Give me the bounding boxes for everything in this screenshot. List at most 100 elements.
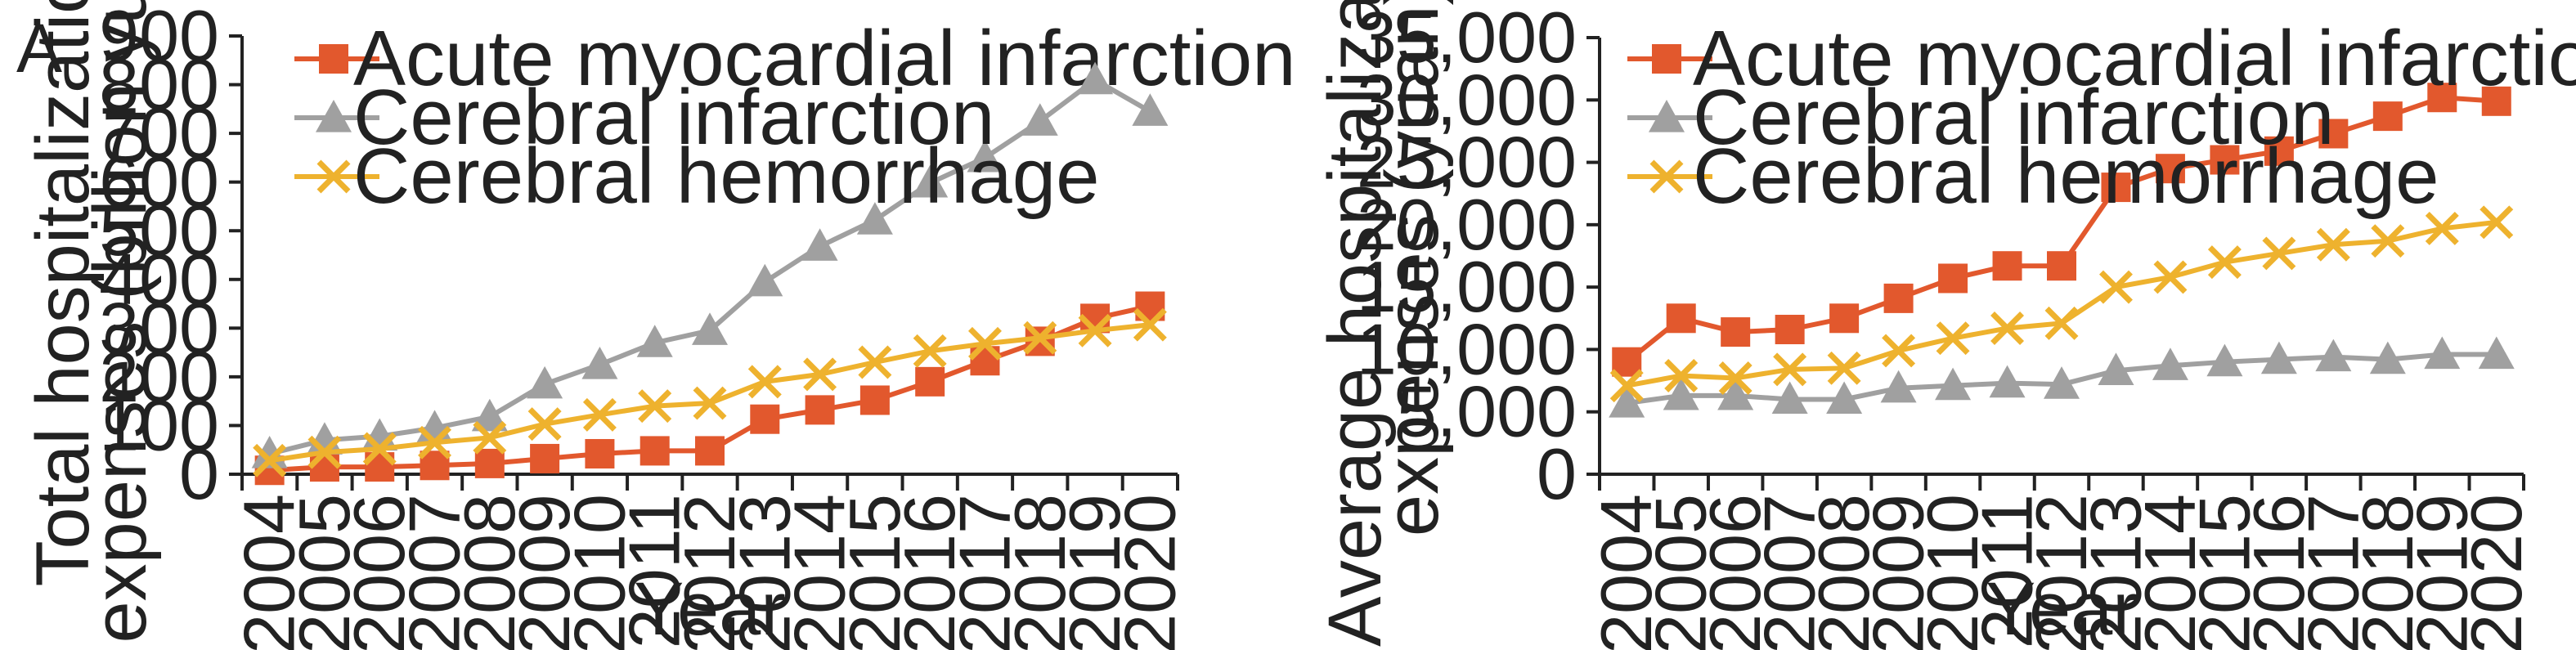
- panel-a-point-cerebral-hemorrhage-stroke-2: [638, 389, 672, 424]
- panel-b-point-acute-myocardial-infarction: [2372, 101, 2403, 132]
- panel-b-point-acute-myocardial-infarction: [2318, 119, 2349, 149]
- panel-a-legend-marker-cerebral-hemorrhage-stroke-2: [316, 159, 351, 194]
- panel-b-point-acute-myocardial-infarction: [1938, 263, 1968, 294]
- panel-b-point-cerebral-hemorrhage-stroke-2: [1664, 358, 1699, 392]
- panel-b-x-tick-label: 2008: [1803, 494, 1884, 650]
- panel-a-point-cerebral-hemorrhage: [473, 420, 507, 455]
- panel-a-legend-label-cerebral-infarction: Cerebral infarction: [353, 74, 994, 161]
- panel-a-point-acute-myocardial-infarction: [474, 448, 505, 478]
- panel-a-point-cerebral-hemorrhage: [362, 432, 397, 466]
- panel-b-point-acute-myocardial-infarction: [2047, 251, 2076, 281]
- panel-a-point-cerebral-infarction: [967, 139, 1003, 173]
- panel-b-point-acute-myocardial-infarction: [1883, 283, 1914, 313]
- panel-b-point-acute-myocardial-infarction: [1829, 303, 1860, 334]
- panel-a-point-cerebral-hemorrhage-stroke-2: [362, 432, 397, 466]
- panel-a-legend-label-acute-myocardial-infarction: Acute myocardial infarction: [353, 15, 1296, 102]
- panel-b-point-cerebral-hemorrhage-stroke-2: [1936, 321, 1970, 356]
- panel-a-x-tick-label: 2018: [999, 494, 1080, 650]
- panel-b-point-cerebral-hemorrhage: [2207, 245, 2242, 280]
- panel-b-x-axis-title: Year: [1986, 567, 2138, 650]
- panel-a-point-cerebral-hemorrhage-stroke-2: [473, 420, 507, 455]
- panel-b-point-cerebral-infarction: [1663, 377, 1699, 410]
- panel-a-point-acute-myocardial-infarction: [695, 436, 725, 466]
- panel-b-point-cerebral-hemorrhage-stroke-2: [2425, 211, 2459, 245]
- panel-b-point-cerebral-infarction: [2206, 343, 2243, 377]
- panel-b-point-cerebral-hemorrhage-stroke-2: [2262, 236, 2296, 271]
- panel-a-point-acute-myocardial-infarction: [309, 452, 339, 482]
- panel-a-x-tick-label: 2013: [724, 494, 805, 650]
- panel-a-y-axis-title-line: expenses (billion yuan): [79, 0, 162, 643]
- panel-b-point-acute-myocardial-infarction: [2101, 173, 2131, 203]
- panel-b-x-tick-label: 2010: [1912, 494, 1993, 650]
- panel-a-letter: A: [16, 10, 62, 87]
- panel-b-point-cerebral-hemorrhage-stroke-2: [1882, 334, 1916, 368]
- panel-b-point-cerebral-hemorrhage-stroke-2: [2098, 270, 2133, 304]
- panel-b-point-cerebral-infarction: [2098, 352, 2134, 385]
- panel-a-point-acute-myocardial-infarction: [859, 385, 890, 415]
- panel-b-point-cerebral-hemorrhage: [2425, 211, 2459, 245]
- panel-b-y-tick-label: 25,000: [1357, 122, 1577, 203]
- panel-a-point-acute-myocardial-infarction: [915, 366, 945, 397]
- panel-b-point-cerebral-hemorrhage: [2098, 270, 2133, 304]
- panel-b-y-axis-title-line: expenses (yuan): [1371, 0, 1454, 536]
- panel-b-y-tick-label: 10,000: [1357, 308, 1577, 389]
- panel-b-point-cerebral-infarction: [2315, 338, 2352, 372]
- panel-a-point-cerebral-hemorrhage-stroke-2: [858, 345, 892, 379]
- panel-b-point-acute-myocardial-infarction: [2481, 86, 2511, 116]
- panel-a-point-cerebral-hemorrhage-stroke-2: [418, 425, 452, 459]
- panel-a-point-cerebral-infarction: [1077, 61, 1114, 95]
- panel-a-point-acute-myocardial-infarction: [750, 404, 780, 434]
- panel-b-point-cerebral-hemorrhage: [1882, 334, 1916, 368]
- panel-b-x-tick-label: 2009: [1858, 494, 1939, 650]
- panel-a-legend-marker-cerebral-hemorrhage: [316, 159, 351, 194]
- panel-b-point-cerebral-hemorrhage-stroke-2: [1990, 312, 2025, 345]
- panel-b-legend-marker-cerebral-hemorrhage: [1649, 159, 1684, 194]
- panel-b-x-tick-label: 2016: [2238, 494, 2319, 650]
- panel-b-y-tick-label: 30,000: [1357, 59, 1577, 140]
- panel-a-point-cerebral-hemorrhage-stroke-2: [913, 334, 947, 368]
- panel-a-x-tick-label: 2016: [889, 494, 970, 650]
- panel-b-x-tick-label: 2018: [2347, 494, 2428, 650]
- panel-b-point-cerebral-hemorrhage: [1718, 361, 1752, 395]
- panel-b-point-cerebral-hemorrhage-stroke-2: [2316, 227, 2350, 262]
- panel-b-point-cerebral-infarction: [1771, 381, 1808, 415]
- panel-a-y-tick-label: 100: [99, 384, 219, 465]
- panel-a-point-cerebral-hemorrhage: [307, 435, 342, 469]
- panel-b-point-acute-myocardial-infarction: [2155, 154, 2185, 184]
- panel-b-point-cerebral-infarction: [2260, 341, 2297, 374]
- panel-a-point-cerebral-infarction: [692, 312, 728, 345]
- panel-a-point-cerebral-hemorrhage: [253, 443, 287, 477]
- panel-a-point-cerebral-hemorrhage-stroke-2: [967, 326, 1002, 361]
- panel-a-x-tick-label: 2005: [284, 494, 365, 650]
- panel-a-point-cerebral-hemorrhage: [582, 397, 617, 432]
- panel-a-point-cerebral-hemorrhage: [418, 425, 452, 459]
- panel-b-point-cerebral-infarction: [2369, 341, 2406, 374]
- panel-b-point-cerebral-infarction: [1609, 385, 1645, 418]
- panel-a-point-cerebral-hemorrhage: [747, 365, 782, 399]
- panel-a-y-tick-label: 400: [99, 239, 219, 320]
- panel-b-point-acute-myocardial-infarction: [2210, 145, 2240, 175]
- panel-a-point-cerebral-hemorrhage-stroke-2: [527, 407, 562, 442]
- panel-a-point-acute-myocardial-infarction: [530, 443, 560, 473]
- panel-a-y-tick-label: 0: [179, 433, 219, 514]
- panel-b-legend-marker-cerebral-infarction: [1649, 100, 1685, 132]
- panel-b-x-tick-label: 2013: [2075, 494, 2156, 650]
- panel-b-point-cerebral-hemorrhage: [2044, 306, 2079, 340]
- panel-b-point-cerebral-hemorrhage: [1827, 351, 1861, 385]
- panel-a-point-cerebral-hemorrhage-stroke-2: [1133, 307, 1167, 342]
- panel-b-point-cerebral-hemorrhage: [2316, 227, 2350, 262]
- panel-a-point-cerebral-hemorrhage-stroke-2: [1078, 313, 1112, 347]
- panel-b-x-tick-label: 2017: [2292, 494, 2373, 650]
- panel-a-point-cerebral-hemorrhage: [913, 334, 947, 368]
- panel-a-point-cerebral-hemorrhage-stroke-2: [747, 365, 782, 399]
- panel-a-point-cerebral-hemorrhage-stroke-2: [582, 397, 617, 432]
- panel-b-y-tick-label: 15,000: [1357, 246, 1577, 327]
- panel-a-point-cerebral-hemorrhage-stroke-2: [803, 357, 837, 392]
- panel-b-y-tick-label: 20,000: [1357, 184, 1577, 265]
- panel-a-point-cerebral-hemorrhage: [1133, 307, 1167, 342]
- panel-b-point-acute-myocardial-infarction: [2427, 83, 2457, 113]
- panel-b-y-axis-title-line: Average hospitalization: [1313, 0, 1397, 647]
- panel-b-point-cerebral-infarction: [1989, 365, 2026, 398]
- panel-b-point-cerebral-hemorrhage-stroke-2: [2371, 224, 2405, 258]
- panel-a-point-cerebral-hemorrhage-stroke-2: [253, 443, 287, 477]
